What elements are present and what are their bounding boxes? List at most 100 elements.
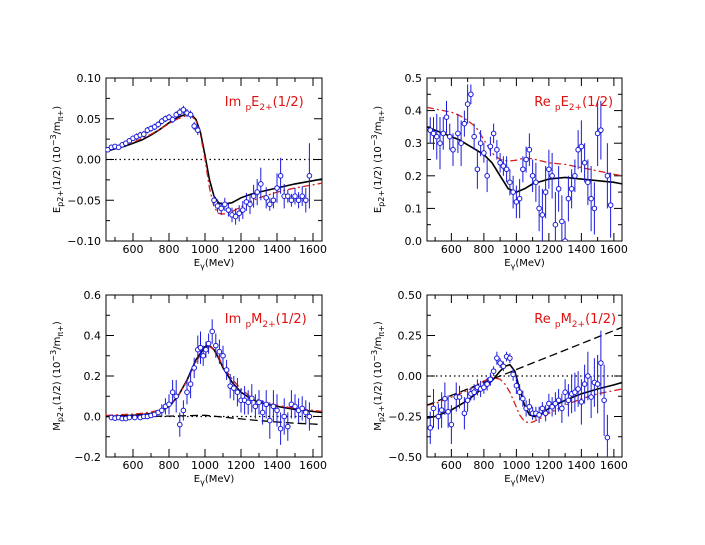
y-axis-label: Mp2+(1/2) (10−3/mπ+) — [370, 321, 386, 431]
data-point — [295, 197, 302, 204]
data-point — [572, 173, 578, 179]
title-part: (1/2) — [582, 95, 613, 110]
data-point — [132, 414, 138, 421]
data-point — [292, 193, 298, 199]
data-point — [594, 381, 601, 387]
y-tick-label: −0.05 — [67, 194, 101, 207]
data-point — [516, 195, 523, 202]
data-point — [267, 201, 273, 208]
data-point — [259, 409, 266, 416]
y-tick-label: 0.05 — [77, 113, 102, 126]
y-tick-label: 0.0 — [405, 235, 423, 248]
data-point — [484, 381, 490, 387]
x-label-part: γ — [200, 262, 205, 271]
data-point — [585, 179, 591, 186]
data-point — [510, 189, 516, 195]
data-point — [141, 131, 147, 138]
y-label-part: π+ — [377, 325, 386, 337]
plot-area — [427, 84, 622, 241]
data-point — [464, 101, 471, 107]
x-label-part: (MeV) — [205, 258, 235, 269]
data-point — [461, 120, 468, 127]
data-point — [440, 130, 447, 137]
data-point — [438, 407, 445, 413]
y-label-part: π+ — [56, 325, 65, 337]
x-tick-label: 1600 — [600, 243, 628, 256]
data-point — [213, 342, 219, 349]
data-point — [442, 395, 448, 402]
data-point — [216, 348, 223, 355]
data-point — [461, 410, 468, 417]
data-point — [471, 133, 477, 140]
data-point — [232, 213, 239, 220]
data-point — [427, 425, 434, 431]
y-tick-label: 0.4 — [405, 105, 423, 118]
y-axis-label: Ep2+(1/2) (10−3/mπ+) — [370, 106, 386, 213]
plot-area — [106, 319, 322, 445]
y-label-part: (1/2) (10 — [373, 362, 384, 406]
data-point — [559, 405, 565, 412]
data-point — [481, 384, 487, 391]
data-point — [490, 130, 497, 137]
x-tick-label: 1200 — [227, 459, 255, 472]
panel-title: Re pE2+(1/2) — [534, 95, 613, 113]
data-point — [187, 381, 194, 387]
title-part: 2+ — [572, 320, 585, 330]
y-label-part: −3 — [370, 134, 379, 146]
plot-area — [106, 105, 322, 225]
data-point — [281, 413, 288, 420]
data-point — [536, 412, 542, 418]
y-label-part: π+ — [377, 110, 386, 122]
data-point — [250, 193, 257, 199]
data-point — [468, 91, 474, 98]
y-label-part: (1/2) (10 — [52, 362, 63, 406]
data-point — [539, 405, 546, 412]
chart-panel: 600 800 1000 1200 1400 1600 −0.50 −0.25 0.00 0.25… — [370, 289, 628, 487]
data-point — [448, 421, 455, 428]
data-point — [575, 146, 581, 153]
data-point — [585, 373, 591, 379]
model-curve-dashed — [106, 414, 322, 426]
data-point — [503, 166, 510, 173]
data-point — [195, 127, 201, 133]
data-point — [568, 186, 575, 192]
x-axis-label: Eγ(MeV) — [194, 258, 235, 271]
data-point — [223, 367, 230, 373]
y-tick-label: 0.5 — [405, 72, 423, 85]
y-axis-label: Ep2+(1/2) (10−3/mπ+) — [49, 106, 65, 213]
title-part: E — [561, 95, 569, 110]
data-point — [180, 106, 187, 113]
x-tick-label: 1400 — [567, 459, 595, 472]
data-point — [126, 414, 133, 421]
plot-area — [427, 326, 622, 457]
data-point — [252, 403, 259, 410]
y-label-part: (1/2) (10 — [52, 146, 63, 190]
data-point — [430, 405, 437, 412]
data-point — [539, 212, 546, 218]
y-label-part: /m — [373, 337, 384, 350]
title-part: 2+ — [569, 103, 582, 113]
data-point — [258, 181, 264, 187]
title-part: p — [555, 320, 561, 330]
y-tick-label: 0.25 — [398, 330, 423, 343]
y-tick-label: 0.50 — [398, 289, 423, 302]
data-point — [555, 397, 562, 404]
x-tick-label: 1200 — [535, 243, 563, 256]
data-point — [533, 179, 539, 186]
data-point — [513, 199, 520, 205]
data-point — [565, 397, 572, 404]
data-point — [256, 399, 262, 406]
data-point — [180, 407, 187, 414]
y-label-part: p2+ — [377, 405, 386, 422]
data-point — [277, 173, 284, 179]
data-point — [285, 423, 291, 430]
data-point — [263, 195, 270, 201]
y-label-part: /m — [52, 121, 63, 134]
data-point — [263, 401, 270, 408]
data-point — [497, 159, 503, 166]
y-label-part: /m — [373, 121, 384, 134]
data-point — [458, 140, 464, 146]
x-tick-label: 600 — [123, 243, 144, 256]
data-point — [306, 413, 313, 420]
model-curve-dashdot — [427, 106, 622, 177]
